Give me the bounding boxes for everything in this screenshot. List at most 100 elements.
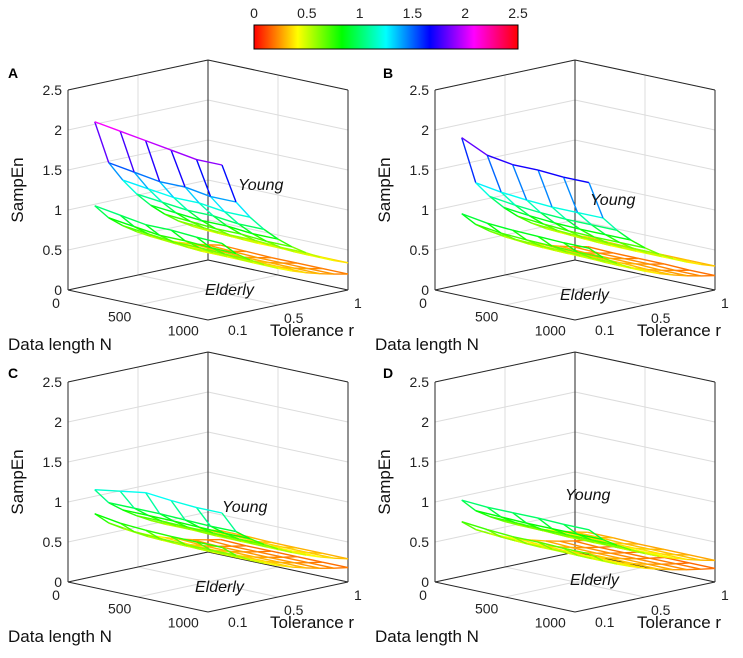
xlabel: Data length N <box>8 335 112 354</box>
elderly-mesh-line <box>647 563 674 571</box>
elderly-mesh-line <box>246 250 272 259</box>
young-mesh-line <box>593 236 620 244</box>
elderly-mesh-line <box>630 565 646 569</box>
young-mesh-line <box>672 557 688 561</box>
elderly-mesh-line <box>563 242 578 253</box>
elderly-mesh-line <box>206 244 233 252</box>
elderly-mesh-line <box>649 263 676 272</box>
young-mesh-line <box>542 223 569 232</box>
young-mesh-line <box>108 162 124 181</box>
elderly-mesh-line <box>577 251 604 259</box>
young-mesh-line <box>461 499 488 508</box>
axis-edge <box>67 289 209 321</box>
young-mesh-line <box>119 130 135 173</box>
young-mesh-line <box>196 158 223 166</box>
r-tick-label: 0.5 <box>651 310 671 326</box>
young-mesh-line <box>605 233 632 241</box>
r-tick-label: 0.5 <box>651 602 671 618</box>
young-mesh-line <box>686 558 702 561</box>
young-mesh-line <box>235 530 251 540</box>
axis-edge <box>207 581 349 613</box>
young-mesh-line <box>133 171 149 190</box>
young-mesh-line <box>658 555 674 559</box>
elderly-mesh-line <box>616 262 632 269</box>
panel-D: 0 0.5 1 1.5 2 2.5 0 500 1000 0.1 0.5 1 Data length N… <box>375 351 729 646</box>
young-mesh-line <box>511 164 528 201</box>
elderly-mesh-line <box>235 554 251 561</box>
r-tick-label: 1 <box>721 295 729 311</box>
z-tick-label: 2.5 <box>43 82 63 98</box>
elderly-mesh-line <box>145 223 172 231</box>
young-mesh-line <box>198 202 214 217</box>
zlabel: SampEn <box>8 449 27 514</box>
elderly-mesh-line <box>461 521 488 531</box>
young-mesh-line <box>215 227 242 235</box>
elderly-mesh-line <box>206 539 233 547</box>
axis-edge <box>67 59 209 91</box>
young-mesh-line <box>159 181 175 198</box>
young-mesh-line <box>94 489 110 504</box>
n-tick-label: 0 <box>52 587 60 603</box>
elderly-mesh-line <box>322 267 349 275</box>
young-mesh-line <box>263 228 279 240</box>
young-mesh-line <box>663 548 690 556</box>
gridline <box>504 566 646 598</box>
elderly-mesh-line <box>296 556 323 563</box>
elderly-mesh-line <box>559 540 586 549</box>
elderly-mesh-line <box>551 245 578 253</box>
axis-edge <box>434 289 576 321</box>
young-mesh-line <box>238 223 253 235</box>
young-mesh-line <box>591 224 606 236</box>
young-mesh-line <box>619 241 646 249</box>
annotation-elderly: Elderly <box>570 572 620 589</box>
young-surface <box>94 489 349 560</box>
z-tick-label: 2 <box>54 122 62 138</box>
elderly-mesh-line <box>486 528 513 538</box>
young-mesh-line <box>145 491 172 502</box>
elderly-mesh-line <box>591 257 618 265</box>
n-tick-label: 0 <box>419 295 427 311</box>
elderly-mesh-line <box>291 270 307 274</box>
young-mesh-line <box>514 204 541 214</box>
young-mesh-line <box>159 512 186 521</box>
young-mesh-line <box>461 499 477 512</box>
elderly-mesh-line <box>196 236 211 249</box>
elderly-mesh-line <box>563 547 590 555</box>
young-mesh-line <box>565 533 592 541</box>
elderly-mesh-line <box>571 546 597 554</box>
young-mesh-line <box>537 169 553 208</box>
z-tick-label: 0.5 <box>43 534 63 550</box>
elderly-mesh-line <box>537 235 564 244</box>
young-mesh-line <box>591 224 618 231</box>
young-mesh-line <box>201 219 216 230</box>
young-mesh-line <box>170 499 197 509</box>
elderly-mesh-line <box>563 242 590 249</box>
young-mesh-line <box>94 489 121 492</box>
young-mesh-line <box>475 182 491 197</box>
elderly-mesh-line <box>173 241 200 249</box>
young-mesh-line <box>672 257 688 263</box>
elderly-mesh-line <box>134 531 160 540</box>
colorbar-tick-label: 0.5 <box>297 5 317 21</box>
colorbar-tick-label: 1 <box>356 5 364 21</box>
young-mesh-line <box>145 139 172 151</box>
elderly-mesh-line <box>689 269 716 277</box>
elderly-mesh-line <box>526 239 553 247</box>
young-mesh-line <box>134 507 160 515</box>
n-tick-label: 1000 <box>168 614 199 630</box>
young-mesh-line <box>173 197 189 211</box>
young-mesh-line <box>122 509 149 517</box>
young-mesh-line <box>150 204 177 214</box>
young-mesh-line <box>238 223 265 231</box>
young-mesh-line <box>562 176 579 213</box>
elderly-mesh-line <box>512 229 528 241</box>
young-mesh-line <box>195 507 212 527</box>
young-mesh-line <box>187 209 214 217</box>
young-mesh-line <box>252 233 267 242</box>
young-mesh-line <box>291 246 307 254</box>
elderly-mesh-line <box>271 550 298 558</box>
colorbar-tick-label: 2.5 <box>508 5 528 21</box>
elderly-mesh-line <box>512 229 539 238</box>
young-mesh-line <box>210 525 237 533</box>
